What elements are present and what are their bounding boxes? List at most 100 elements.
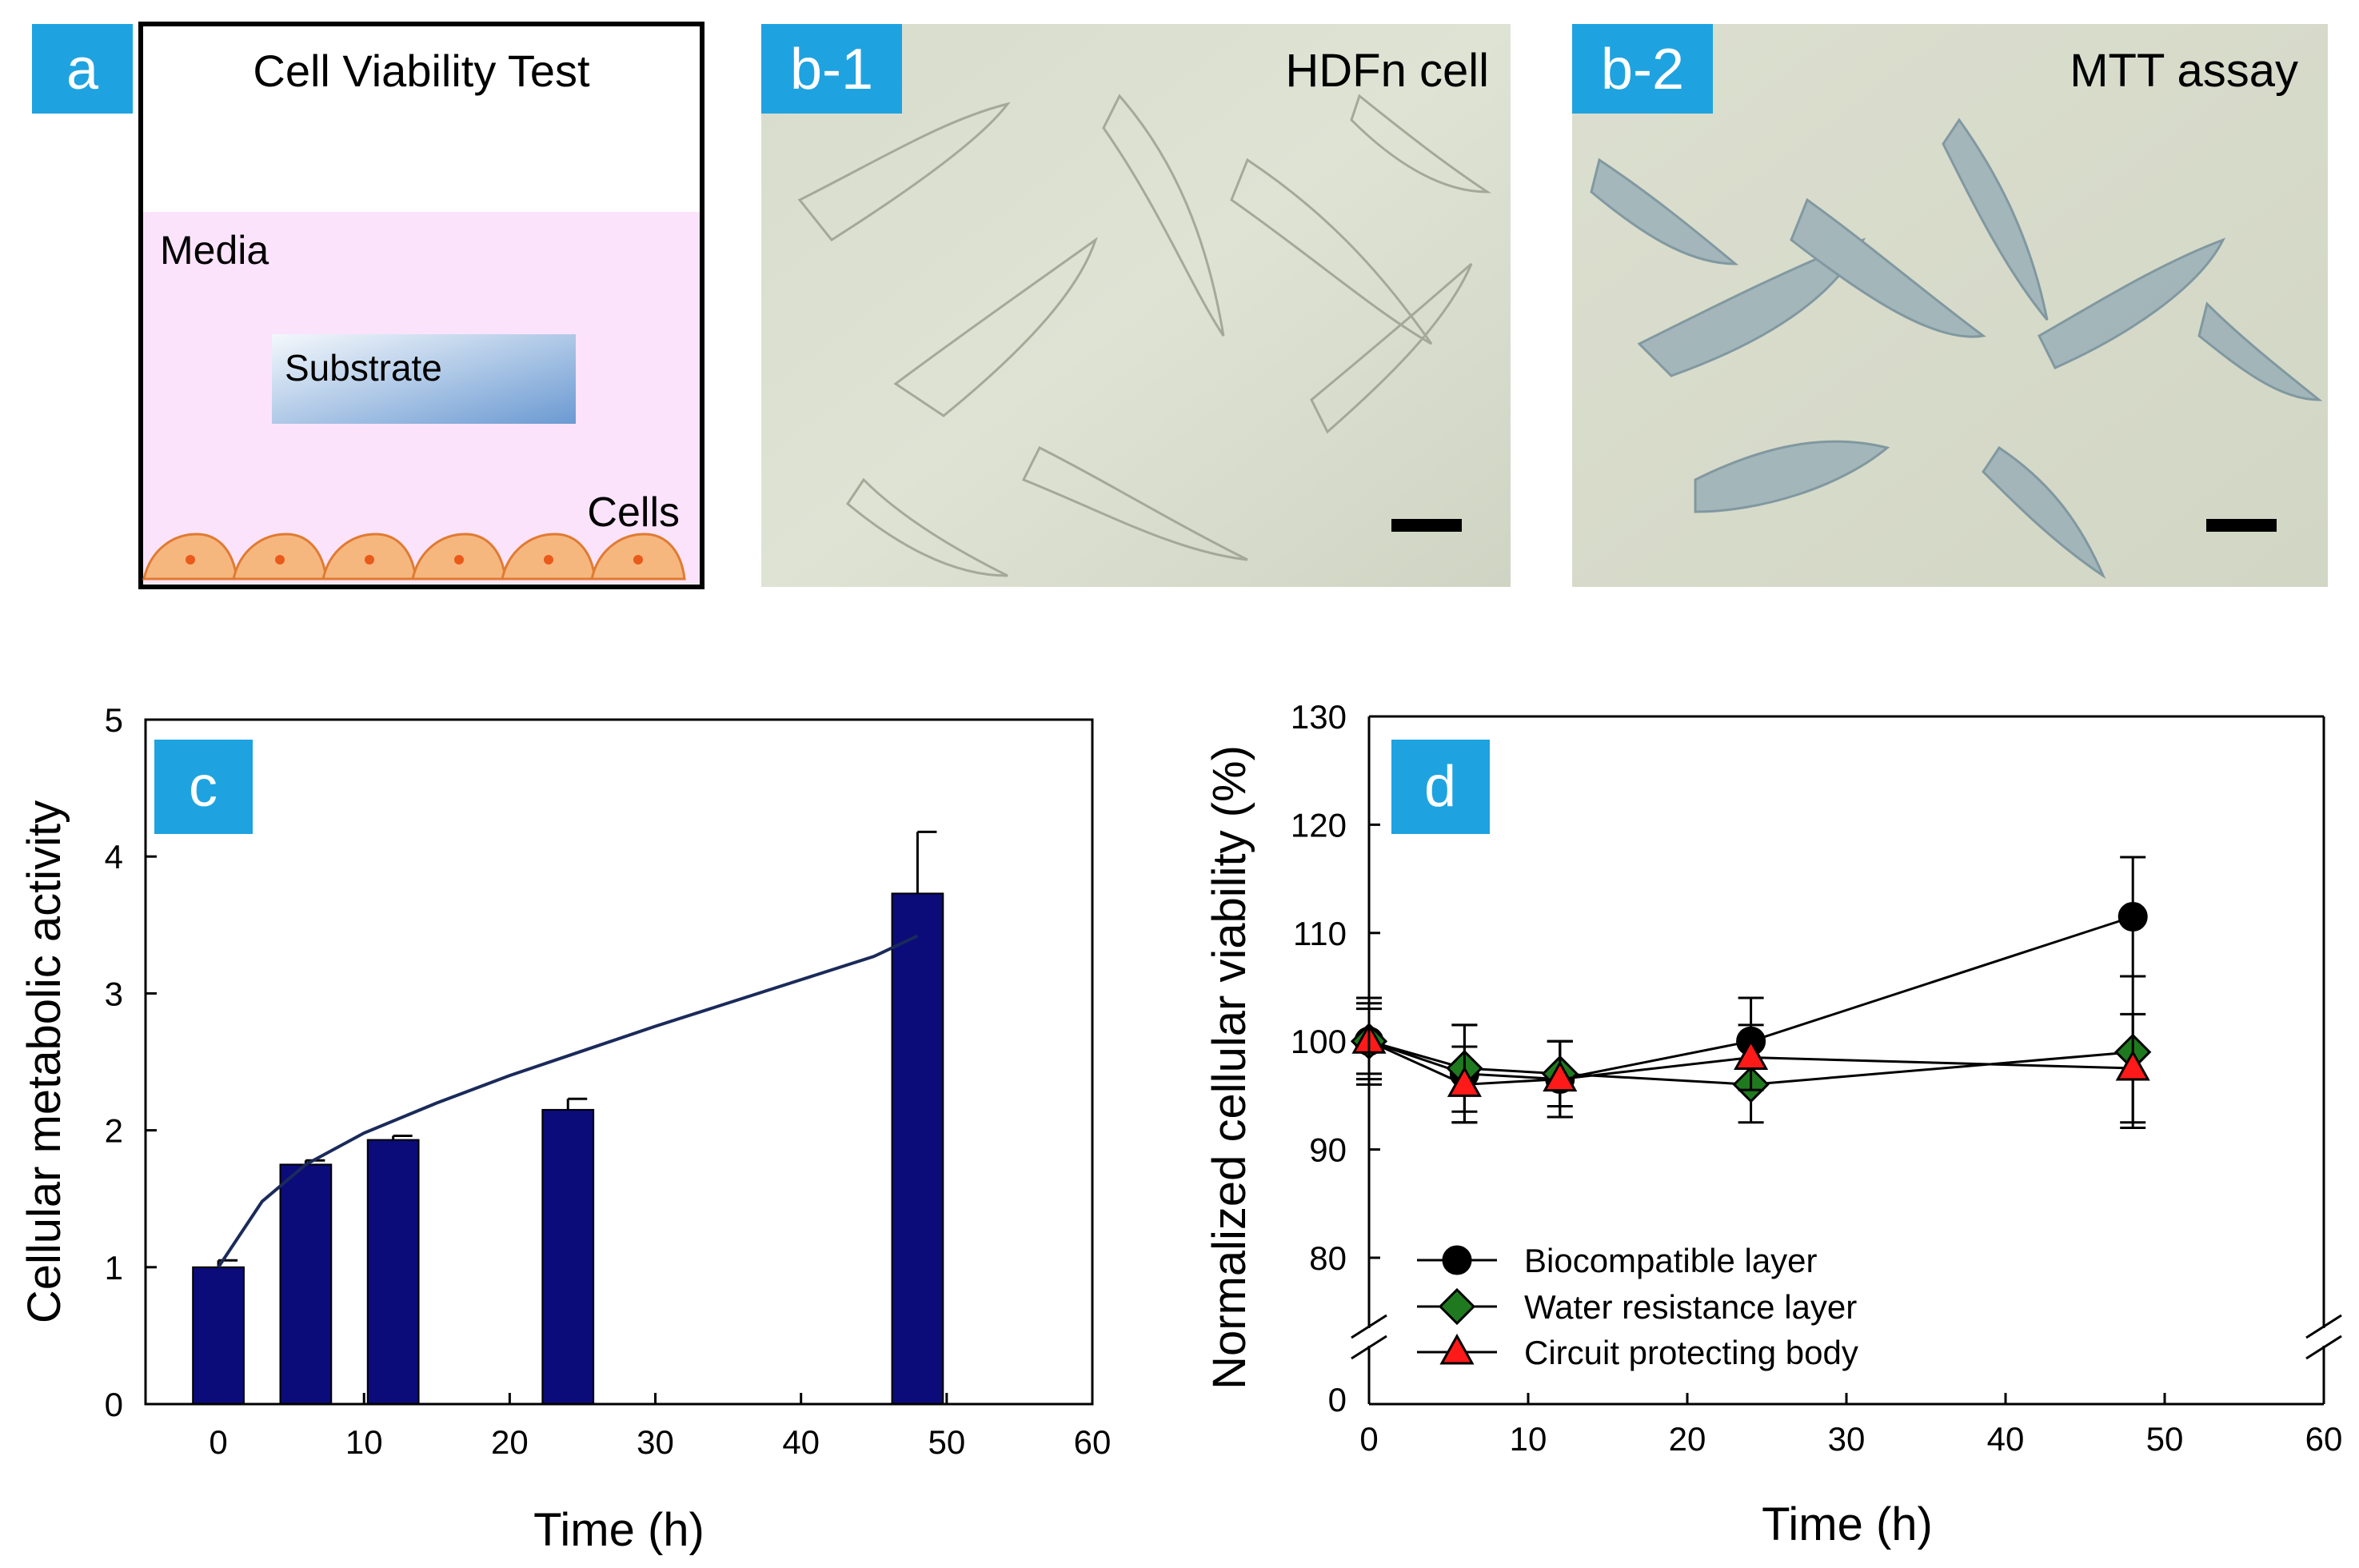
y-tick-label: 120 — [1291, 806, 1347, 844]
panel-d-plot-frame — [1351, 715, 2342, 1406]
x-tick-label: 10 — [1510, 1420, 1547, 1458]
panel-c-badge-box — [154, 740, 253, 834]
panel-b1-badge: b-1 — [761, 24, 902, 114]
b1-cell-shape — [1021, 445, 1248, 561]
panel-a-badge-box — [32, 24, 133, 114]
b1-cell-shape — [797, 102, 1011, 241]
bar — [279, 1163, 333, 1406]
x-tick-label: 10 — [345, 1423, 383, 1461]
x-tick-label: 20 — [1669, 1420, 1706, 1458]
marker-circle — [1442, 1245, 1472, 1275]
y-tick-label: 3 — [105, 975, 123, 1012]
legend-label: Circuit protecting body — [1524, 1334, 1858, 1371]
panel-d-plot: 0 10 20 30 40 50 60 80 90 100 110 120 130 0 — [1291, 698, 2342, 1458]
x-tick-label: 50 — [2146, 1420, 2184, 1458]
x-tick-label: 20 — [491, 1423, 529, 1461]
bar — [192, 1266, 245, 1406]
panel-b1-badge-label: b-1 — [790, 38, 873, 102]
cell-nucleus — [275, 555, 285, 565]
y-tick-label: 1 — [105, 1249, 123, 1287]
panel-b2-badge-box — [1572, 24, 1713, 114]
x-tick-label: 0 — [209, 1423, 227, 1461]
panel-b2-badge: b-2 — [1572, 24, 1713, 114]
panel-b1: HDFn cell b-1 — [761, 24, 1511, 587]
axis-break-mark — [1351, 1335, 1387, 1360]
b1-cell-shape — [846, 477, 1008, 577]
panel-b2: MTT assay b-2 — [1572, 24, 2328, 587]
marker-triangle — [1543, 1060, 1578, 1092]
b2-cell-shape — [2038, 237, 2226, 369]
x-tick-label: 30 — [1828, 1420, 1866, 1458]
b1-cell-shape — [1310, 262, 1473, 434]
b2-cell-shape — [1590, 158, 1739, 265]
b2-cell-shape — [2197, 301, 2323, 401]
panel-a-substrate — [272, 334, 576, 424]
panel-d-x-axis-title: Time (h) — [1762, 1498, 1933, 1550]
b1-cell-shape — [1350, 94, 1491, 194]
bar — [541, 1108, 595, 1406]
panel-d-badge: d — [1391, 740, 1490, 834]
panel-c-x-axis-title: Time (h) — [533, 1504, 705, 1556]
panel-d-badge-box — [1391, 740, 1490, 834]
panel-c-badge-label: c — [189, 755, 218, 819]
panel-c: 0 10 20 30 40 50 60 0 1 2 3 4 5 Time (h) Cellular me… — [18, 701, 1111, 1556]
marker-triangle — [2115, 1049, 2150, 1081]
panel-d-y-axis-title: Normalized cellular viability (%) — [1203, 745, 1255, 1390]
panel-b1-caption: HDFn cell — [1285, 45, 1489, 97]
panel-a-badge: a — [32, 24, 133, 114]
panel-b2-scale-bar — [2206, 519, 2277, 532]
y-tick-label: 90 — [1309, 1131, 1347, 1169]
panel-d-badge-label: d — [1424, 755, 1456, 819]
cell-nucleus — [186, 555, 195, 565]
axis-break-mark — [2305, 1314, 2342, 1339]
y-tick-label: 100 — [1291, 1023, 1347, 1060]
x-tick-label: 0 — [1359, 1420, 1378, 1458]
x-tick-label: 40 — [1987, 1420, 2025, 1458]
b2-cell-shape — [1982, 445, 2106, 580]
x-tick-label: 30 — [637, 1423, 674, 1461]
panel-c-plot-frame — [144, 718, 1094, 1406]
panel-c-plot: 0 10 20 30 40 50 60 0 1 2 3 4 5 — [105, 701, 1112, 1461]
panel-d-legend: Biocompatible layer Water resistance laye… — [1417, 1242, 1858, 1371]
y-tick-label: 80 — [1309, 1239, 1347, 1277]
panel-a-frame — [138, 22, 705, 589]
cell-nucleus — [544, 555, 553, 565]
b2-cell-shape — [1637, 237, 1866, 377]
b1-cell-shape — [1102, 94, 1225, 337]
panel-b1-cell-shapes — [797, 94, 1491, 577]
marker-triangle — [1439, 1333, 1475, 1365]
b2-cell-shape — [1942, 118, 2049, 321]
y-tick-label: 110 — [1293, 915, 1347, 952]
axis-break-mark — [1351, 1314, 1387, 1339]
marker-triangle — [1734, 1039, 1769, 1071]
y-tick-label: 2 — [105, 1112, 123, 1150]
x-tick-label: 60 — [2305, 1420, 2343, 1458]
x-tick-label: 60 — [1074, 1423, 1112, 1461]
panel-a-cells-label: Cells — [587, 489, 680, 536]
panel-b1-scale-bar — [1391, 519, 1462, 532]
cell-nucleus — [454, 555, 464, 565]
panel-a-media-label: Media — [160, 228, 269, 273]
marker-triangle — [1447, 1066, 1482, 1097]
panel-a-title: Cell Viability Test — [253, 46, 590, 96]
y-tick-label: 4 — [105, 838, 123, 876]
panel-b2-caption: MTT assay — [2070, 45, 2298, 97]
panel-c-y-axis-title: Cellular metabolic activity — [18, 800, 70, 1323]
panel-b1-badge-box — [761, 24, 902, 114]
cell-nucleus — [365, 555, 374, 565]
panel-a: Cell Viability Test Media Substrate Cell… — [32, 22, 705, 589]
bar — [891, 892, 944, 1405]
marker-diamond — [1438, 1287, 1476, 1326]
b2-cell-shape — [1790, 197, 1986, 338]
legend-label: Biocompatible layer — [1524, 1242, 1818, 1279]
legend-label: Water resistance layer — [1524, 1288, 1857, 1326]
x-tick-label: 40 — [782, 1423, 820, 1461]
panel-b2-cell-shapes — [1590, 118, 2323, 580]
x-tick-label: 50 — [928, 1423, 965, 1461]
b2-cell-shape — [1694, 440, 1890, 513]
b1-cell-shape — [1230, 158, 1433, 345]
b1-cell-shape — [893, 237, 1098, 417]
panel-a-substrate-label: Substrate — [285, 347, 442, 389]
